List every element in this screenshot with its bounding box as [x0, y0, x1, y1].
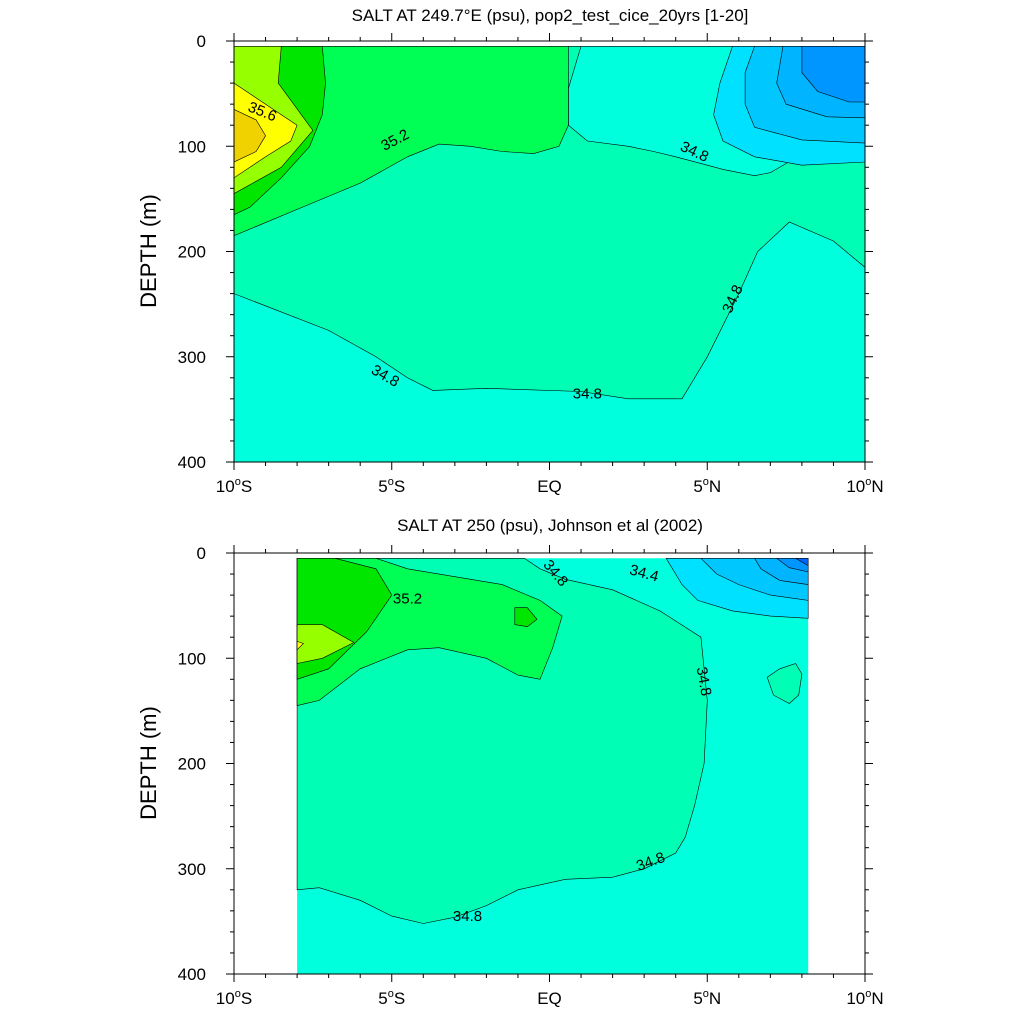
panel-model-axes: 10oS 5oS EQ 5oN 10oN 0 100 200 300 400 [178, 32, 884, 496]
x-tick-label: 5oS [378, 476, 405, 496]
contour-region-34 [801, 45, 865, 103]
panel-observed-title: SALT AT 250 (psu), Johnson et al (2002) [397, 516, 703, 535]
contour-label: 34.4 [628, 561, 661, 585]
contour-label: 34.8 [573, 386, 602, 403]
x-tick-label: 5oN [693, 476, 721, 496]
y-tick-label: 300 [178, 348, 206, 367]
x-tick-label: EQ [537, 477, 562, 496]
panel-observed-contour-labels: 35.234.8 34.434.834.834.8 [393, 557, 715, 925]
panel-model-data [234, 45, 865, 462]
y-tick-label: 400 [178, 453, 206, 472]
panel-model-title: SALT AT 249.7°E (psu), pop2_test_cice_20… [352, 6, 749, 25]
contour-region-35-6 [296, 640, 304, 651]
panel-model: SALT AT 249.7°E (psu), pop2_test_cice_20… [136, 6, 884, 496]
x-tick-label: EQ [537, 989, 562, 1008]
y-tick-label: 0 [197, 32, 206, 51]
panel-observed-data [296, 557, 809, 974]
y-tick-label: 200 [178, 243, 206, 262]
contour-label-text: 34.4 [628, 561, 661, 585]
panel-model-y-axis-label: DEPTH (m) [136, 194, 161, 308]
x-tick-label: 10oS [216, 476, 252, 496]
y-tick-label: 0 [197, 544, 206, 563]
panel-observed-axes: 10oS 5oS EQ 5oN 10oN 0 100 200 300 400 [178, 544, 884, 1008]
contour-label-text: 35.2 [393, 590, 422, 607]
contour-region-35-2 [514, 607, 538, 628]
panel-observed: SALT AT 250 (psu), Johnson et al (2002) … [136, 516, 884, 1008]
contour-region-35-8 [234, 109, 266, 163]
contour-region-33-8 [794, 557, 809, 567]
x-tick-label: 5oN [693, 988, 721, 1008]
y-tick-label: 400 [178, 965, 206, 984]
y-tick-label: 100 [178, 137, 206, 156]
contour-region-34-8 [766, 663, 803, 704]
y-tick-label: 200 [178, 755, 206, 774]
contour-region-35-4 [296, 624, 355, 664]
x-tick-label: 10oN [846, 476, 883, 496]
x-tick-label: 10oS [216, 988, 252, 1008]
contour-label-text: 34.8 [693, 666, 715, 698]
y-tick-label: 300 [178, 860, 206, 879]
x-tick-label: 5oS [378, 988, 405, 1008]
contour-label: 34.8 [453, 908, 482, 925]
contour-label: 34.8 [693, 666, 715, 698]
contour-label: 35.2 [393, 590, 422, 607]
panel-observed-y-axis-label: DEPTH (m) [136, 706, 161, 820]
contour-label-text: 34.8 [573, 386, 602, 403]
contour-label-text: 34.8 [453, 908, 482, 925]
x-tick-label: 10oN [846, 988, 883, 1008]
y-tick-label: 100 [178, 649, 206, 668]
